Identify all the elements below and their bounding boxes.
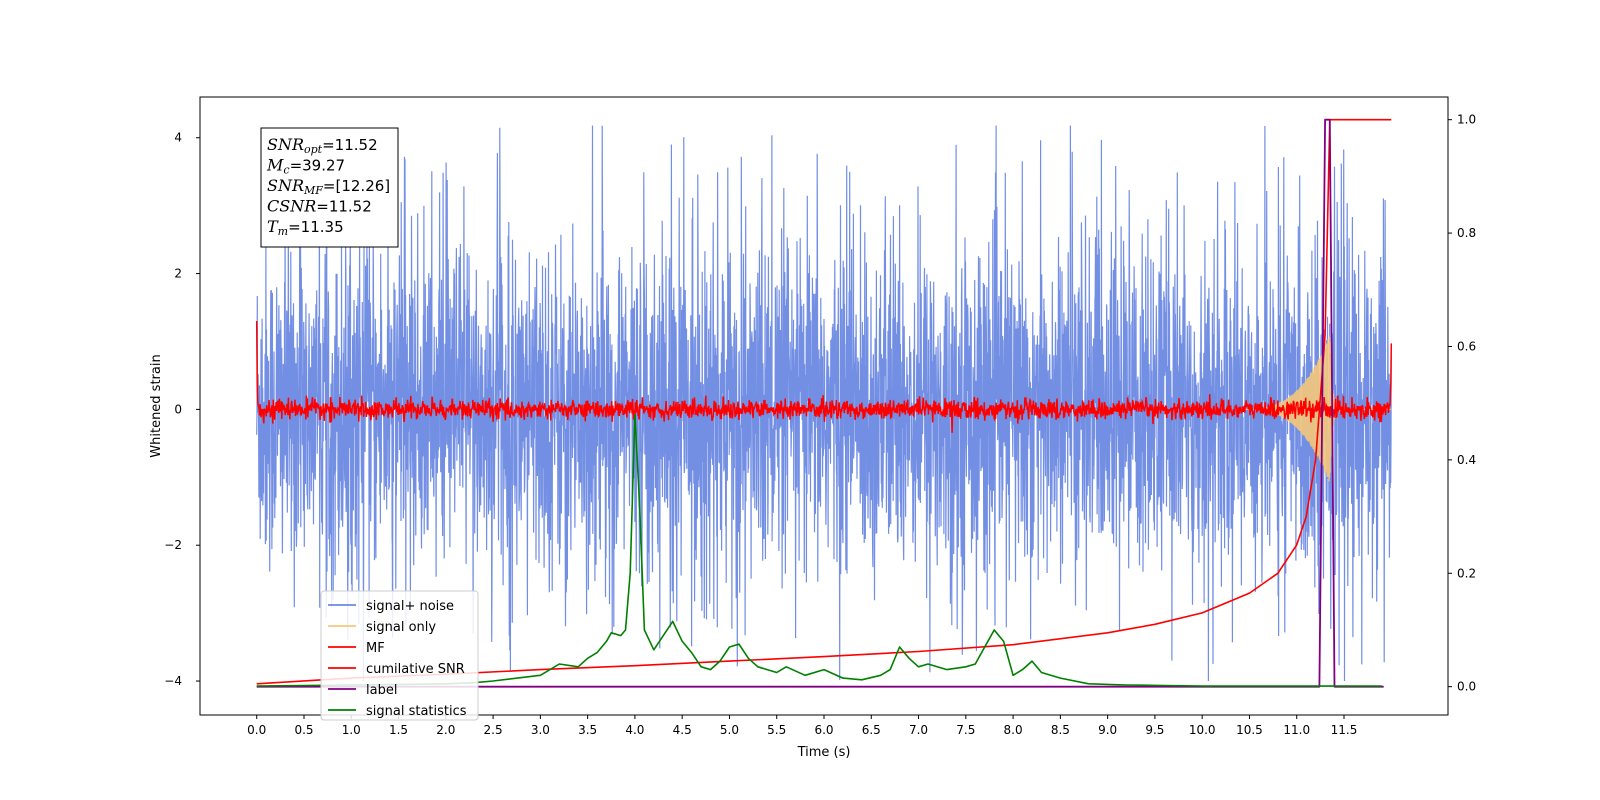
x-tick-label: 10.5 [1236,723,1263,737]
annotation-subscript: opt [304,143,323,156]
x-axis-label: Time (s) [797,745,851,760]
annotation-line: SNRMF=[12.26] [267,176,390,197]
series-layer [255,118,1393,688]
x-tick-label: 2.5 [484,723,503,737]
annotation-value: =[12.26] [323,177,390,195]
legend-frame [320,590,479,721]
y-right-tick-label: 0.6 [1457,339,1476,353]
y-left-tick-label: −4 [164,674,182,688]
y-axis-left: 4 2 0 −2 −4 [164,131,200,688]
y-axis-right: 1.0 0.8 0.6 0.4 0.2 0.0 [1448,113,1476,694]
annotation-line: SNRopt=11.52 [267,135,378,156]
x-tick-label: 9.0 [1098,723,1117,737]
series-signal-statistics [256,413,1382,687]
stats-annotation-box: SNRopt=11.52Mc=39.27SNRMF=[12.26]CSNR=11… [260,127,399,248]
x-tick-label: 7.0 [909,723,928,737]
y-right-tick-label: 0.4 [1457,453,1476,467]
x-tick-label: 2.0 [436,723,455,737]
x-tick-label: 3.0 [531,723,550,737]
x-tick-label: 6.0 [814,723,833,737]
y-right-tick-label: 0.2 [1457,566,1476,580]
x-tick-label: 5.5 [767,723,786,737]
x-axis: 0.0 0.5 1.0 1.5 2.0 2.5 3.0 3.5 4.0 4.5 5.0 5.5 6.0 6… [247,715,1357,737]
annotation-line: CSNR=11.52 [267,197,372,216]
x-tick-label: 11.5 [1331,723,1358,737]
y-axis-label: Whitened strain [149,354,164,457]
y-right-tick-label: 0.0 [1457,680,1476,694]
x-tick-label: 10.0 [1189,723,1216,737]
x-tick-label: 4.5 [673,723,692,737]
x-tick-label: 0.5 [294,723,313,737]
x-tick-label: 6.5 [862,723,881,737]
x-tick-label: 7.5 [956,723,975,737]
legend-entry: MF [366,641,385,656]
annotation-symbol: SNR [267,135,304,154]
x-tick-label: 1.5 [389,723,408,737]
annotation-symbol: SNR [267,176,304,195]
x-tick-label: 5.0 [720,723,739,737]
annotation-value: =11.52 [322,136,378,154]
x-tick-label: 8.0 [1004,723,1023,737]
x-tick-label: 1.0 [342,723,361,737]
x-tick-label: 11.0 [1283,723,1310,737]
x-tick-label: 9.5 [1145,723,1164,737]
legend-entry: signal+ noise [366,599,454,614]
legend-entry: signal only [366,620,436,635]
y-left-tick-label: 0 [174,402,182,416]
annotation-subscript: MF [303,184,323,197]
legend-entry: signal statistics [366,704,467,719]
annotation-symbol: M [266,156,284,175]
y-left-tick-label: 2 [174,267,182,281]
y-right-tick-label: 0.8 [1457,226,1476,240]
legend-entry: label [366,683,397,698]
annotation-symbol: T [267,217,279,236]
annotation-subscript: c [283,164,289,177]
legend: signal+ noise signal only MF cumilative SNR… [320,590,479,721]
series-mf [255,321,1393,433]
annotation-line: Tm=11.35 [267,217,344,238]
x-tick-label: 3.5 [578,723,597,737]
plot-area [255,118,1393,688]
annotation-frame [260,127,399,248]
annotation-value: =39.27 [290,157,346,175]
y-left-tick-label: −2 [164,538,182,552]
annotation-subscript: m [278,225,288,238]
legend-entry: cumilative SNR [366,662,465,677]
x-tick-label: 0.0 [247,723,266,737]
y-right-tick-label: 1.0 [1457,113,1476,127]
x-tick-label: 8.5 [1051,723,1070,737]
x-tick-label: 4.0 [625,723,644,737]
series-signal-noise [256,125,1392,682]
y-left-tick-label: 4 [174,131,182,145]
annotation-value: =11.52 [316,198,372,216]
annotation-line: Mc=39.27 [266,156,345,177]
annotation-symbol: CSNR [267,197,316,216]
annotation-value: =11.35 [288,218,344,236]
